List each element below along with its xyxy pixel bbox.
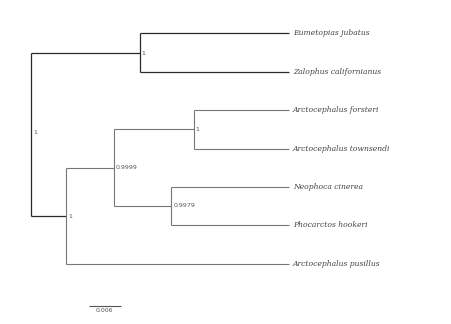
Text: Zalophus californianus: Zalophus californianus (293, 68, 381, 76)
Text: 1: 1 (141, 51, 145, 56)
Text: 0.9999: 0.9999 (116, 165, 138, 170)
Text: Arctocephalus pusillus: Arctocephalus pusillus (293, 260, 381, 268)
Text: 1: 1 (68, 214, 72, 219)
Text: 0.9979: 0.9979 (173, 203, 195, 208)
Text: 0.006: 0.006 (96, 308, 113, 313)
Text: 1: 1 (195, 127, 199, 133)
Text: Arctocephalus forsteri: Arctocephalus forsteri (293, 106, 379, 114)
Text: Phocarctos hookeri: Phocarctos hookeri (293, 221, 368, 229)
Text: Neophoca cinerea: Neophoca cinerea (293, 183, 363, 191)
Text: Eumetopias jubatus: Eumetopias jubatus (293, 29, 369, 38)
Text: Arctocephalus townsendi: Arctocephalus townsendi (293, 145, 391, 153)
Text: 1: 1 (33, 130, 37, 135)
